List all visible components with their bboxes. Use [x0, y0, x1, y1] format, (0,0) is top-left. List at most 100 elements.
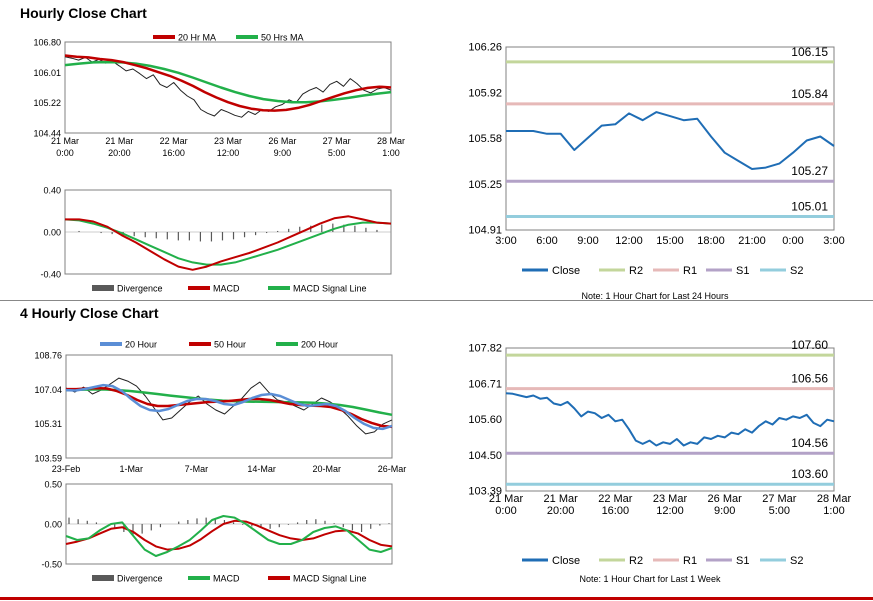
- four-hourly-legend-20hr-label: 20 Hour: [125, 340, 157, 350]
- four-hourly-legend-200hr-label: 200 Hour: [301, 340, 338, 350]
- four-hourly-price-xtick: 1-Mar: [119, 464, 143, 474]
- hourly-macd-signal-line: [64, 218, 392, 266]
- hourly-legend-20hr-label: 20 Hr MA: [178, 33, 216, 43]
- four-hourly-macd-legend-divergence-label: Divergence: [117, 574, 163, 584]
- four-hourly-price-ytick: 108.76: [34, 351, 62, 361]
- hourly-24h-level-label-s2: 105.01: [791, 199, 828, 213]
- four-hourly-1w-xtick: 9:00: [714, 505, 735, 517]
- hourly-price-xtick: 0:00: [56, 148, 74, 158]
- four-hourly-1w-ytick: 105.60: [468, 414, 502, 426]
- hourly-section-title: Hourly Close Chart: [20, 5, 147, 21]
- four-hourly-1w-ytick: 107.82: [468, 343, 502, 355]
- hourly-24h-legend-r1-label: R1: [683, 265, 697, 277]
- four-hourly-1w-xtick: 22 Mar: [598, 493, 633, 505]
- hourly-24h-ytick: 105.25: [468, 179, 502, 191]
- hourly-price-xtick: 26 Mar: [268, 136, 296, 146]
- hourly-macd-ytick: -0.40: [40, 270, 61, 280]
- four-hourly-1w-level-label-s1: 104.56: [791, 436, 828, 450]
- hourly-price-xtick: 5:00: [328, 148, 346, 158]
- four-hourly-price-frame: [65, 354, 393, 459]
- hourly-legend-50hr-label: 50 Hrs MA: [261, 33, 304, 43]
- four-hourly-macd-legend-signal-label: MACD Signal Line: [293, 574, 367, 584]
- four-hourly-macd-line: [65, 515, 393, 557]
- four-hourly-50hr-line: [66, 386, 393, 429]
- hourly-24h-legend-r2-label: R2: [629, 265, 643, 277]
- hourly-price-xtick: 21 Mar: [105, 136, 133, 146]
- four-hourly-section-title: 4 Hourly Close Chart: [20, 305, 159, 321]
- hourly-price-xtick: 21 Mar: [51, 136, 79, 146]
- hourly-24h-xtick: 9:00: [577, 235, 598, 247]
- four-hourly-1w-xtick: 16:00: [602, 505, 630, 517]
- four-hourly-1w-xtick: 21 Mar: [544, 493, 579, 505]
- four-hourly-price-xtick: 20-Mar: [313, 464, 342, 474]
- four-hourly-1w-xtick: 12:00: [656, 505, 684, 517]
- hourly-24h-note: Note: 1 Hour Chart for Last 24 Hours: [581, 291, 729, 301]
- hourly-price-ytick: 105.22: [33, 98, 61, 108]
- hourly-price-xtick: 28 Mar: [377, 136, 405, 146]
- four-hourly-1w-xtick: 21 Mar: [489, 493, 524, 505]
- hourly-20hr-ma-line: [64, 54, 392, 112]
- four-hourly-1w-level-label-s2: 103.60: [791, 467, 828, 481]
- four-hourly-1w-xtick: 5:00: [769, 505, 790, 517]
- four-hourly-macd-ytick: 0.50: [44, 480, 62, 490]
- hourly-24h-ytick: 105.92: [468, 87, 502, 99]
- hourly-24h-xtick: 0:00: [782, 235, 803, 247]
- four-hourly-price-xtick: 23-Feb: [52, 464, 81, 474]
- four-hourly-macd-ytick: -0.50: [41, 560, 62, 570]
- hourly-24h-level-label-r2: 106.15: [791, 45, 828, 59]
- four-hourly-1w-level-label-r1: 106.56: [791, 372, 828, 386]
- four-hourly-1w-xtick: 28 Mar: [817, 493, 852, 505]
- hourly-price-xtick: 27 Mar: [323, 136, 351, 146]
- four-hourly-1w-xtick: 0:00: [495, 505, 516, 517]
- hourly-24h-legend-s1-label: S1: [736, 265, 749, 277]
- four-hourly-1w-xtick: 27 Mar: [762, 493, 797, 505]
- four-hourly-1w-xtick: 26 Mar: [708, 493, 743, 505]
- four-hourly-macd-ytick: 0.00: [44, 520, 62, 530]
- four-hourly-price-xtick: 26-Mar: [378, 464, 407, 474]
- hourly-macd-legend-divergence-label: Divergence: [117, 284, 163, 294]
- four-hourly-1w-note: Note: 1 Hour Chart for Last 1 Week: [580, 574, 721, 584]
- four-hourly-1w-ytick: 106.71: [468, 378, 502, 390]
- hourly-price-ytick: 106.01: [33, 68, 61, 78]
- hourly-24h-legend-s2-label: S2: [790, 265, 803, 277]
- hourly-macd-legend-signal-label: MACD Signal Line: [293, 284, 367, 294]
- four-hourly-1w-level-label-r2: 107.60: [791, 338, 828, 352]
- hourly-24h-legend-close-label: Close: [552, 265, 580, 277]
- hourly-24h-xtick: 18:00: [697, 235, 725, 247]
- hourly-price-xtick: 1:00: [382, 148, 400, 158]
- hourly-24h-xtick: 12:00: [615, 235, 643, 247]
- hourly-24h-xtick: 21:00: [738, 235, 766, 247]
- four-hourly-price-xtick: 14-Mar: [247, 464, 276, 474]
- hourly-price-xtick: 20:00: [108, 148, 131, 158]
- hourly-price-ytick: 104.44: [33, 129, 61, 139]
- four-hourly-macd-legend-divergence-swatch: [92, 575, 114, 581]
- bottom-rule: [0, 597, 873, 600]
- hourly-24h-xtick: 6:00: [536, 235, 557, 247]
- four-hourly-1w-xtick: 20:00: [547, 505, 575, 517]
- four-hourly-20hr-line: [65, 383, 393, 431]
- hourly-macd-ytick: 0.40: [43, 186, 61, 196]
- four-hourly-macd-signal-line: [65, 519, 393, 551]
- hourly-price-xtick: 23 Mar: [214, 136, 242, 146]
- hourly-price-xtick: 12:00: [217, 148, 240, 158]
- hourly-24h-level-label-r1: 105.84: [791, 87, 828, 101]
- four-hourly-price-ytick: 107.04: [34, 385, 62, 395]
- four-hourly-1w-ytick: 104.50: [468, 450, 502, 462]
- four-hourly-1w-xtick: 1:00: [823, 505, 844, 517]
- four-hourly-1w-legend-r2-label: R2: [629, 555, 643, 567]
- hourly-24h-xtick: 15:00: [656, 235, 684, 247]
- hourly-24h-xtick: 3:00: [495, 235, 516, 247]
- hourly-24h-ytick: 106.26: [468, 42, 502, 54]
- hourly-macd-line: [65, 215, 392, 271]
- hourly-price-xtick: 22 Mar: [160, 136, 188, 146]
- hourly-24h-level-label-s1: 105.27: [791, 164, 828, 178]
- hourly-24h-ytick: 104.91: [468, 225, 502, 237]
- hourly-macd-legend-divergence-swatch: [92, 285, 114, 291]
- hourly-24h-frame: [505, 46, 835, 231]
- hourly-close-line: [64, 56, 392, 118]
- four-hourly-1w-close-line: [505, 392, 835, 447]
- hourly-macd-ytick: 0.00: [43, 228, 61, 238]
- four-hourly-price-ytick: 105.31: [34, 419, 62, 429]
- four-hourly-1w-legend-s2-label: S2: [790, 555, 803, 567]
